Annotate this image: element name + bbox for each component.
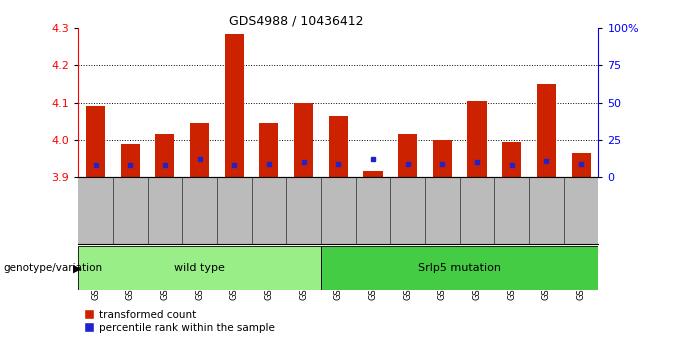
Bar (432, 140, 452, 177)
Bar (363, 171, 383, 177)
Bar (294, 103, 313, 177)
Bar (86, 106, 105, 177)
Bar (571, 153, 591, 177)
Bar (190, 123, 209, 177)
Bar (537, 84, 556, 177)
Bar (502, 142, 522, 177)
Bar (224, 34, 244, 177)
Bar (155, 134, 175, 177)
Text: wild type: wild type (174, 263, 225, 273)
Text: genotype/variation: genotype/variation (3, 263, 103, 273)
Text: Srlp5 mutation: Srlp5 mutation (418, 263, 501, 273)
Title: GDS4988 / 10436412: GDS4988 / 10436412 (229, 14, 364, 27)
Text: ▶: ▶ (73, 263, 82, 273)
FancyBboxPatch shape (321, 246, 598, 290)
Bar (259, 123, 279, 177)
Bar (328, 116, 348, 177)
FancyBboxPatch shape (78, 246, 321, 290)
Bar (398, 134, 418, 177)
Bar (120, 143, 140, 177)
Bar (467, 101, 487, 177)
Legend: transformed count, percentile rank within the sample: transformed count, percentile rank withi… (84, 310, 275, 333)
